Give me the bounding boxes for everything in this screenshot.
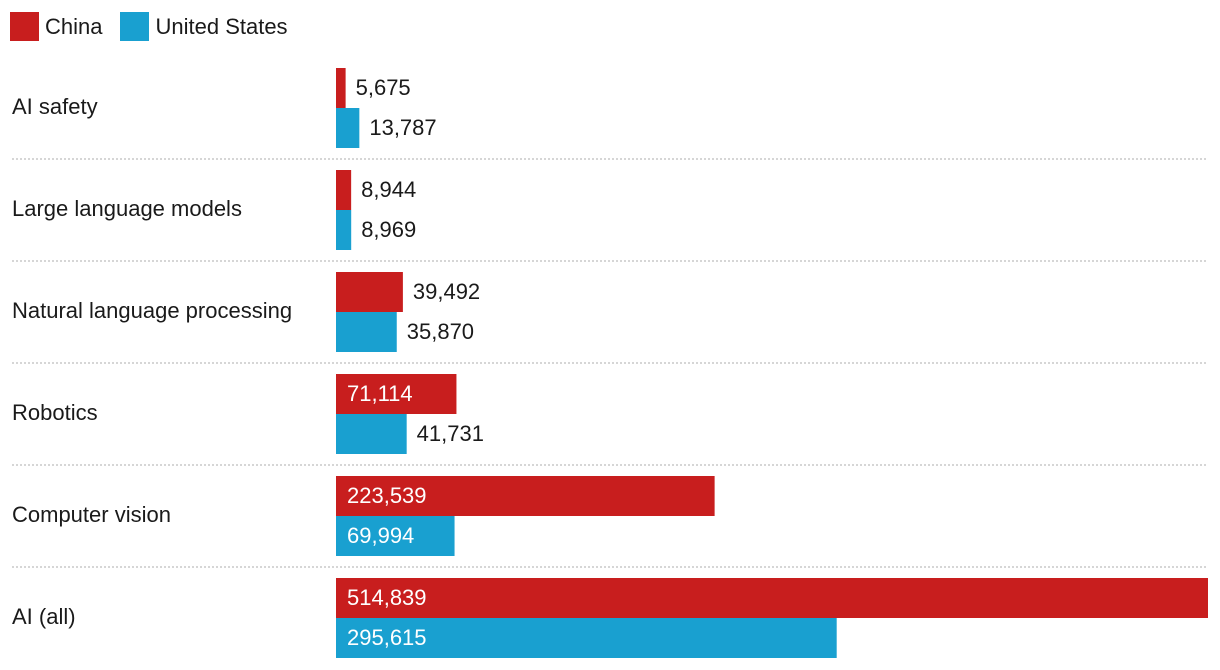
bar-large-language-models-china xyxy=(336,170,352,210)
category-label-large-language-models: Large language models xyxy=(12,196,242,221)
legend: China United States xyxy=(10,12,288,41)
bar-natural-language-processing-united-states xyxy=(336,312,397,352)
value-label-natural-language-processing-united-states: 35,870 xyxy=(407,319,474,344)
legend-label-united-states: United States xyxy=(155,13,288,39)
bar-ai-all-united-states xyxy=(336,618,837,658)
bar-computer-vision-united-states xyxy=(336,516,455,556)
category-label-ai-safety: AI safety xyxy=(12,94,98,119)
value-label-computer-vision-china: 223,539 xyxy=(347,483,427,508)
value-label-natural-language-processing-china: 39,492 xyxy=(413,279,480,304)
legend-swatch-united-states xyxy=(120,12,150,41)
bar-ai-safety-china xyxy=(336,68,346,108)
value-label-ai-all-china: 514,839 xyxy=(347,585,427,610)
value-label-ai-safety-united-states: 13,787 xyxy=(369,115,436,140)
bar-computer-vision-china xyxy=(336,476,715,516)
bar-robotics-united-states xyxy=(336,414,407,454)
value-label-robotics-united-states: 41,731 xyxy=(417,421,484,446)
value-label-ai-all-united-states: 295,615 xyxy=(347,625,427,650)
legend-swatch-china xyxy=(10,12,39,41)
value-label-robotics-china: 71,114 xyxy=(347,381,413,406)
bar-ai-all-china xyxy=(336,578,1208,618)
category-label-ai-all: AI (all) xyxy=(12,604,76,629)
category-label-computer-vision: Computer vision xyxy=(12,502,171,527)
legend-item-united-states: United States xyxy=(120,12,288,41)
value-label-large-language-models-china: 8,944 xyxy=(361,177,416,202)
value-label-ai-safety-china: 5,675 xyxy=(356,75,411,100)
bar-ai-safety-united-states xyxy=(336,108,360,148)
bar-natural-language-processing-china xyxy=(336,272,403,312)
category-label-robotics: Robotics xyxy=(12,400,98,425)
value-label-computer-vision-united-states: 69,994 xyxy=(347,523,414,548)
bar-robotics-china xyxy=(336,374,457,414)
category-label-natural-language-processing: Natural language processing xyxy=(12,298,292,323)
legend-item-china: China xyxy=(10,12,102,41)
bar-large-language-models-united-states xyxy=(336,210,352,250)
legend-label-china: China xyxy=(45,13,103,39)
value-label-large-language-models-united-states: 8,969 xyxy=(361,217,416,242)
